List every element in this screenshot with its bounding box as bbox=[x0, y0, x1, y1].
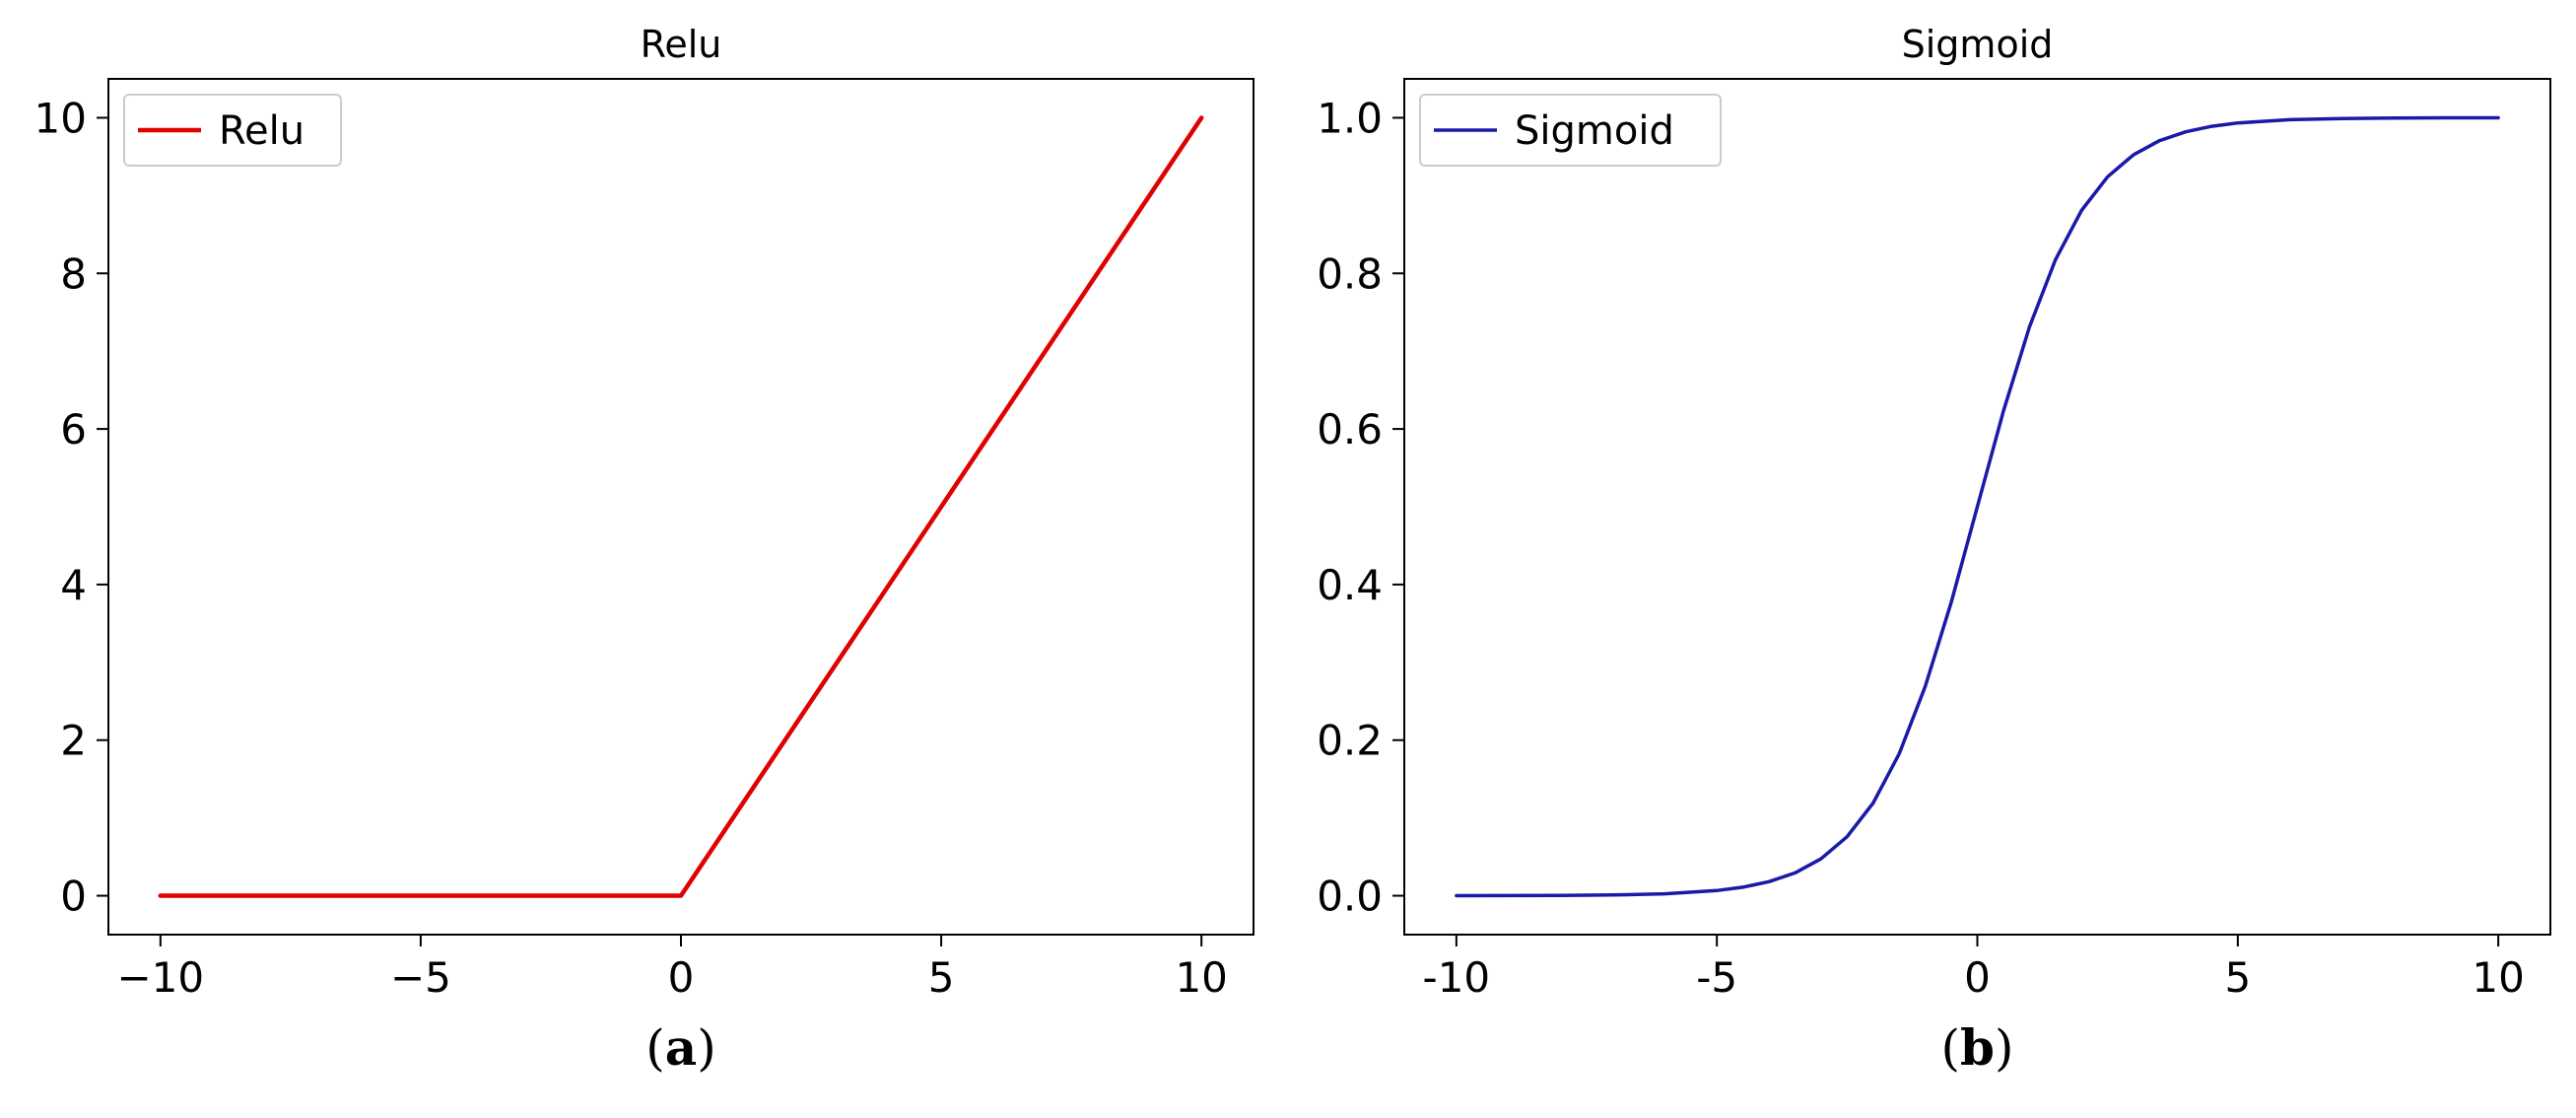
x-tick-label: 5 bbox=[2224, 953, 2251, 1002]
chart-panel-2: Sigmoid -10 -5 0 5 10 0.0 0.2 0.4 0.6 0.8 1.0 Sigmoi… bbox=[1317, 23, 2551, 1077]
y-tick-label: 0.6 bbox=[1317, 405, 1383, 454]
y-tick-label: 4 bbox=[60, 561, 87, 609]
caption-open-paren: ( bbox=[645, 1019, 665, 1077]
y-tick-label: 8 bbox=[60, 249, 87, 298]
y-tick-label: 0.4 bbox=[1317, 561, 1383, 609]
legend-label: Relu bbox=[219, 108, 305, 154]
legend: Relu bbox=[123, 94, 342, 167]
caption-close-paren: ) bbox=[1995, 1019, 2014, 1077]
caption-letter: b bbox=[1960, 1018, 1995, 1077]
x-tick-label: 0 bbox=[668, 953, 695, 1002]
y-tick-label: 2 bbox=[60, 717, 87, 765]
chart-title: Relu bbox=[641, 23, 722, 66]
y-tick-label: 10 bbox=[34, 94, 87, 142]
caption-letter: a bbox=[665, 1018, 697, 1077]
y-tick-label: 6 bbox=[60, 405, 87, 454]
series-line-relu bbox=[158, 115, 1204, 898]
y-tick-label: 0.0 bbox=[1317, 873, 1383, 921]
y-tick-label: 1.0 bbox=[1317, 94, 1383, 142]
y-tick-label: 0 bbox=[60, 873, 87, 921]
y-tick-label: 0.8 bbox=[1317, 249, 1383, 298]
x-tick-label: 5 bbox=[928, 953, 955, 1002]
legend-label: Sigmoid bbox=[1515, 108, 1674, 154]
plot-frame bbox=[107, 78, 1254, 936]
x-tick-label: -10 bbox=[1423, 953, 1491, 1002]
x-tick-label: 10 bbox=[2472, 953, 2524, 1002]
x-tick-label: −5 bbox=[390, 953, 451, 1002]
panel-caption: (b) bbox=[1941, 1018, 2014, 1077]
y-tick-label: 0.2 bbox=[1317, 717, 1383, 765]
caption-close-paren: ) bbox=[697, 1019, 716, 1077]
series-line-sigmoid bbox=[1455, 115, 2500, 898]
x-tick-label: -5 bbox=[1696, 953, 1737, 1002]
legend-box bbox=[1419, 94, 1722, 167]
caption-open-paren: ( bbox=[1941, 1019, 1961, 1077]
panel-caption: (a) bbox=[645, 1018, 715, 1077]
legend: Sigmoid bbox=[1419, 94, 1722, 167]
chart-panel-1: Relu −10 −5 0 5 10 0 2 4 6 8 10 Relu (a) bbox=[34, 23, 1254, 1077]
x-tick-label: 10 bbox=[1175, 953, 1227, 1002]
x-tick-label: −10 bbox=[116, 953, 204, 1002]
legend-box bbox=[123, 94, 342, 167]
x-tick-label: 0 bbox=[1964, 953, 1991, 1002]
chart-title: Sigmoid bbox=[1902, 23, 2054, 66]
